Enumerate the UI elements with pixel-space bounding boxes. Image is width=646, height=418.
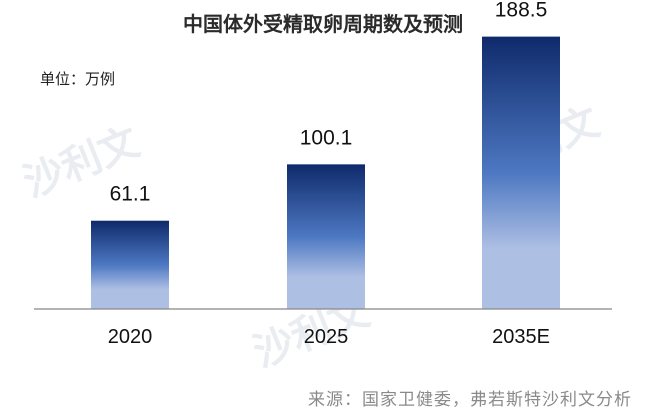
bar-2025 (287, 164, 365, 309)
labels-layer: 61.1 2020 100.1 2025 188.5 2035E (108, 0, 550, 348)
value-label-2025: 100.1 (300, 126, 353, 149)
value-label-2035E: 188.5 (495, 0, 548, 22)
category-label-2035E: 2035E (492, 326, 550, 348)
bar-2020 (91, 220, 169, 309)
category-label-2025: 2025 (304, 326, 349, 348)
bars-layer (91, 36, 560, 310)
chart-title: 中国体外受精取卵周期数及预测 (183, 12, 463, 36)
category-label-2020: 2020 (108, 326, 153, 348)
bar-2035E (482, 36, 560, 310)
value-label-2020: 61.1 (110, 183, 151, 206)
unit-label: 单位：万例 (40, 71, 116, 88)
source-note: 来源：国家卫健委，弗若斯特沙利文分析 (308, 390, 632, 409)
